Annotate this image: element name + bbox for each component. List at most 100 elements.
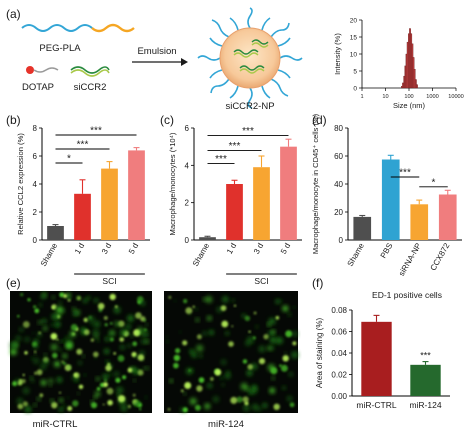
speckle xyxy=(135,355,138,359)
speckle xyxy=(67,406,73,411)
speckle xyxy=(251,403,259,411)
speckle xyxy=(221,383,225,387)
panel-letter-f: (f) xyxy=(312,276,323,290)
speckle xyxy=(113,306,121,314)
speckle xyxy=(22,373,25,377)
speckle xyxy=(258,358,266,365)
speckle xyxy=(127,404,131,409)
speckle xyxy=(62,404,66,408)
category-label-b: 1 d xyxy=(73,242,86,256)
speckle xyxy=(22,321,30,328)
xlabel-a: Size (nm) xyxy=(393,101,426,110)
speckle xyxy=(231,298,235,303)
speckle xyxy=(116,386,124,394)
speckle xyxy=(39,393,44,398)
speckle xyxy=(109,293,116,301)
speckle xyxy=(33,357,40,364)
category-label-c: 5 d xyxy=(279,242,292,256)
green-speckles-mir-124 xyxy=(166,295,299,413)
ticklabel-a-y: 15 xyxy=(350,35,358,42)
speckle xyxy=(38,303,43,307)
speckle xyxy=(43,326,48,331)
speckle xyxy=(122,375,127,380)
speckle xyxy=(52,352,58,359)
speckle xyxy=(40,293,47,300)
speckle xyxy=(194,307,198,311)
speckle xyxy=(262,402,268,409)
speckle xyxy=(105,360,110,364)
speckle xyxy=(284,352,287,355)
ticklabel-c-y: 6 xyxy=(185,124,190,133)
speckle xyxy=(107,399,113,406)
speckle xyxy=(70,324,78,331)
ticklabel-c-y: 4 xyxy=(185,161,190,170)
ticklabel-b-y: 2 xyxy=(33,208,38,217)
speckle xyxy=(40,379,47,386)
bar-d xyxy=(410,204,429,240)
speckle xyxy=(251,384,258,391)
image-mir-124 xyxy=(164,291,298,413)
speckle xyxy=(96,338,100,342)
speckle xyxy=(132,341,138,347)
speckle xyxy=(90,400,94,404)
ylabel-c: Macrophage/monocytes (*10⁴) xyxy=(168,132,177,235)
speckle xyxy=(198,377,205,383)
speckle xyxy=(132,393,136,397)
ticklabel-a-x: 100 xyxy=(404,94,413,100)
speckle xyxy=(55,325,58,328)
speckle xyxy=(196,344,204,352)
speckle xyxy=(242,396,249,403)
category-label-c: 1 d xyxy=(225,242,238,256)
speckle xyxy=(286,395,293,402)
speckle xyxy=(291,351,299,359)
caption-mir-124: miR-124 xyxy=(208,419,244,430)
speckle xyxy=(248,330,251,333)
group-label-b: SCI xyxy=(102,276,116,286)
significance-f: *** xyxy=(420,351,431,361)
significance-b: *** xyxy=(77,140,89,151)
speckle xyxy=(113,352,116,355)
speckle xyxy=(82,355,85,358)
speckle xyxy=(37,397,41,401)
speckle xyxy=(54,361,61,368)
speckle xyxy=(20,293,24,297)
speckle xyxy=(192,305,195,308)
speckle xyxy=(61,339,65,343)
speckle xyxy=(180,389,184,393)
group-label-c: SCI xyxy=(254,276,268,286)
speckle xyxy=(220,359,227,366)
speckle xyxy=(58,406,64,412)
speckle xyxy=(145,366,149,370)
speckle xyxy=(280,299,284,303)
bar-a xyxy=(414,79,417,89)
speckle xyxy=(34,352,37,355)
speckle xyxy=(242,359,248,364)
speckle xyxy=(103,382,108,388)
bar-c xyxy=(226,184,243,240)
speckle xyxy=(188,313,192,316)
speckle xyxy=(196,385,203,392)
speckle xyxy=(17,403,24,410)
speckle xyxy=(202,297,207,301)
peg-pla-strand xyxy=(21,24,93,32)
speckle xyxy=(106,387,114,395)
speckle xyxy=(236,396,243,403)
category-label-c: 3 d xyxy=(252,242,265,256)
microscopy-images: miR-CTRL miR-124 xyxy=(10,291,299,430)
speckle xyxy=(169,379,173,383)
category-label-f: miR-CTRL xyxy=(356,400,396,410)
speckle xyxy=(10,348,17,356)
ylabel-d: Macrophage/monocyte in CD45⁺ cells (%) xyxy=(311,113,320,254)
ticklabel-a-x: 1 xyxy=(360,94,363,100)
speckle xyxy=(133,379,136,382)
speckle xyxy=(115,377,121,383)
speckle xyxy=(142,367,146,370)
ticklabel-f-y: 0.02 xyxy=(331,371,347,380)
speckle xyxy=(191,352,197,358)
speckle xyxy=(133,329,141,337)
speckle xyxy=(31,357,34,360)
speckle xyxy=(74,372,80,379)
speckle xyxy=(76,296,80,300)
speckle xyxy=(200,406,203,409)
speckle xyxy=(183,299,188,304)
